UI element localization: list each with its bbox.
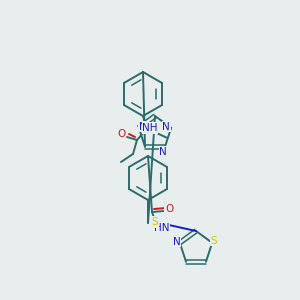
- Text: O: O: [165, 204, 173, 214]
- Text: N: N: [139, 122, 147, 132]
- Text: S: S: [211, 236, 217, 246]
- Text: NH: NH: [142, 123, 158, 133]
- Text: O: O: [117, 129, 125, 139]
- Text: HN: HN: [154, 223, 170, 233]
- Text: S: S: [152, 217, 158, 227]
- Text: N: N: [159, 147, 167, 157]
- Text: N: N: [173, 237, 181, 247]
- Text: N: N: [162, 122, 170, 132]
